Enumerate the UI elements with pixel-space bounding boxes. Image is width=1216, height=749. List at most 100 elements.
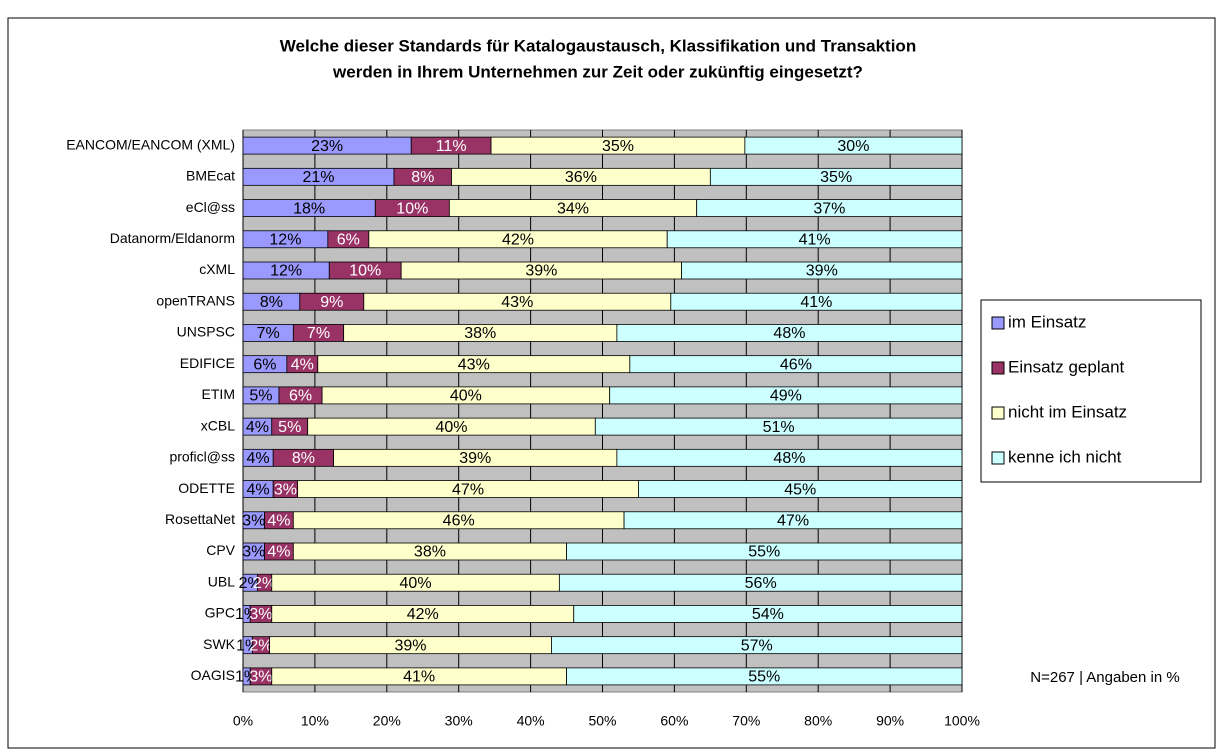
data-label: 5% xyxy=(278,419,301,436)
bar-segment xyxy=(670,292,963,311)
data-label: 23% xyxy=(311,138,343,155)
data-label: 39% xyxy=(459,450,491,467)
bar-segment xyxy=(551,636,963,655)
data-label: 2% xyxy=(249,637,272,654)
data-label: 4% xyxy=(267,512,290,529)
data-label: 36% xyxy=(565,169,597,186)
data-label: 47% xyxy=(452,481,484,498)
x-tick-label: 70% xyxy=(732,713,760,729)
data-label: 35% xyxy=(820,169,852,186)
x-tick-label: 100% xyxy=(944,713,980,729)
data-label: 2% xyxy=(253,575,276,592)
bar-segment xyxy=(744,136,963,155)
data-label: 3% xyxy=(249,669,272,686)
data-label: 11% xyxy=(436,138,467,155)
data-label: 48% xyxy=(773,325,805,342)
data-label: 10% xyxy=(349,263,381,280)
data-label: 57% xyxy=(741,637,773,654)
bar-segment xyxy=(616,324,963,342)
data-label: 39% xyxy=(395,637,427,654)
data-label: 3% xyxy=(249,606,272,623)
data-label: 41% xyxy=(403,669,435,686)
data-label: 38% xyxy=(464,325,496,342)
data-label: 4% xyxy=(247,481,270,498)
data-label: 43% xyxy=(458,356,490,373)
x-tick-label: 10% xyxy=(301,713,329,729)
data-label: 7% xyxy=(307,325,330,342)
y-tick-label: ODETTE xyxy=(178,480,235,496)
data-label: 12% xyxy=(269,231,301,248)
data-label: 39% xyxy=(806,263,838,280)
y-tick-label: ETIM xyxy=(202,386,235,402)
data-label: 5% xyxy=(249,388,272,405)
legend-swatch xyxy=(991,361,1005,375)
data-label: 6% xyxy=(289,388,312,405)
y-tick-label: UBL xyxy=(208,573,235,589)
data-label: 12% xyxy=(270,263,302,280)
data-label: 7% xyxy=(257,325,280,342)
data-label: 41% xyxy=(799,231,831,248)
data-label: 8% xyxy=(411,169,434,186)
y-tick-label: EANCOM/EANCOM (XML) xyxy=(66,136,235,152)
bar-segment xyxy=(573,605,963,623)
x-tick-label: 50% xyxy=(588,713,616,729)
y-tick-label: RosettaNet xyxy=(165,511,235,527)
x-tick-label: 0% xyxy=(233,713,253,729)
data-label: 43% xyxy=(501,294,533,311)
y-tick-label: openTRANS xyxy=(156,292,235,308)
legend-label: Einsatz geplant xyxy=(1008,357,1125,376)
data-label: 21% xyxy=(302,169,334,186)
x-tick-label: 60% xyxy=(660,713,688,729)
data-label: 30% xyxy=(837,138,869,155)
bar-segment xyxy=(609,386,963,405)
x-tick-label: 20% xyxy=(373,713,401,729)
data-label: 34% xyxy=(557,200,589,217)
x-tick-label: 80% xyxy=(804,713,832,729)
data-label: 39% xyxy=(525,263,557,280)
bar-segment xyxy=(638,480,963,498)
data-label: 8% xyxy=(260,294,283,311)
y-tick-label: CPV xyxy=(206,542,235,558)
data-label: 55% xyxy=(748,669,780,686)
data-label: 6% xyxy=(337,231,360,248)
x-tick-label: 40% xyxy=(517,713,545,729)
data-label: 40% xyxy=(450,388,482,405)
y-tick-label: EDIFICE xyxy=(180,355,235,371)
y-tick-label: UNSPSC xyxy=(177,324,235,340)
data-label: 47% xyxy=(777,512,809,529)
data-label: 10% xyxy=(396,200,428,217)
bar-segment xyxy=(623,511,963,530)
y-tick-label: proficl@ss xyxy=(169,449,235,465)
data-label: 51% xyxy=(763,419,795,436)
y-tick-label: xCBL xyxy=(201,417,235,433)
bar-segment xyxy=(566,667,963,686)
data-label: 37% xyxy=(813,200,845,217)
y-tick-label: GPC xyxy=(205,605,235,621)
data-label: 18% xyxy=(293,200,325,217)
bar-segment xyxy=(629,355,963,374)
y-tick-label: SWK xyxy=(203,636,236,652)
data-label: 49% xyxy=(770,388,802,405)
chart-title: werden in Ihrem Unternehmen zur Zeit ode… xyxy=(332,62,863,81)
data-label: 40% xyxy=(400,575,432,592)
data-label: 56% xyxy=(745,575,777,592)
x-tick-label: 30% xyxy=(445,713,473,729)
data-label: 4% xyxy=(291,356,314,373)
bar-segment xyxy=(594,417,963,436)
bar-segment xyxy=(681,261,963,280)
legend-swatch xyxy=(991,451,1005,465)
legend-box xyxy=(980,299,1202,483)
data-label: 4% xyxy=(267,544,290,561)
bar-segment xyxy=(666,230,963,249)
legend-label: nicht im Einsatz xyxy=(1008,402,1127,421)
y-tick-label: OAGIS xyxy=(191,667,235,683)
data-label: 8% xyxy=(292,450,315,467)
y-tick-label: eCl@ss xyxy=(186,199,235,215)
y-tick-label: cXML xyxy=(199,261,235,277)
y-tick-label: BMEcat xyxy=(186,168,235,184)
data-label: 4% xyxy=(247,450,270,467)
data-label: 48% xyxy=(773,450,805,467)
legend-swatch xyxy=(991,316,1005,330)
